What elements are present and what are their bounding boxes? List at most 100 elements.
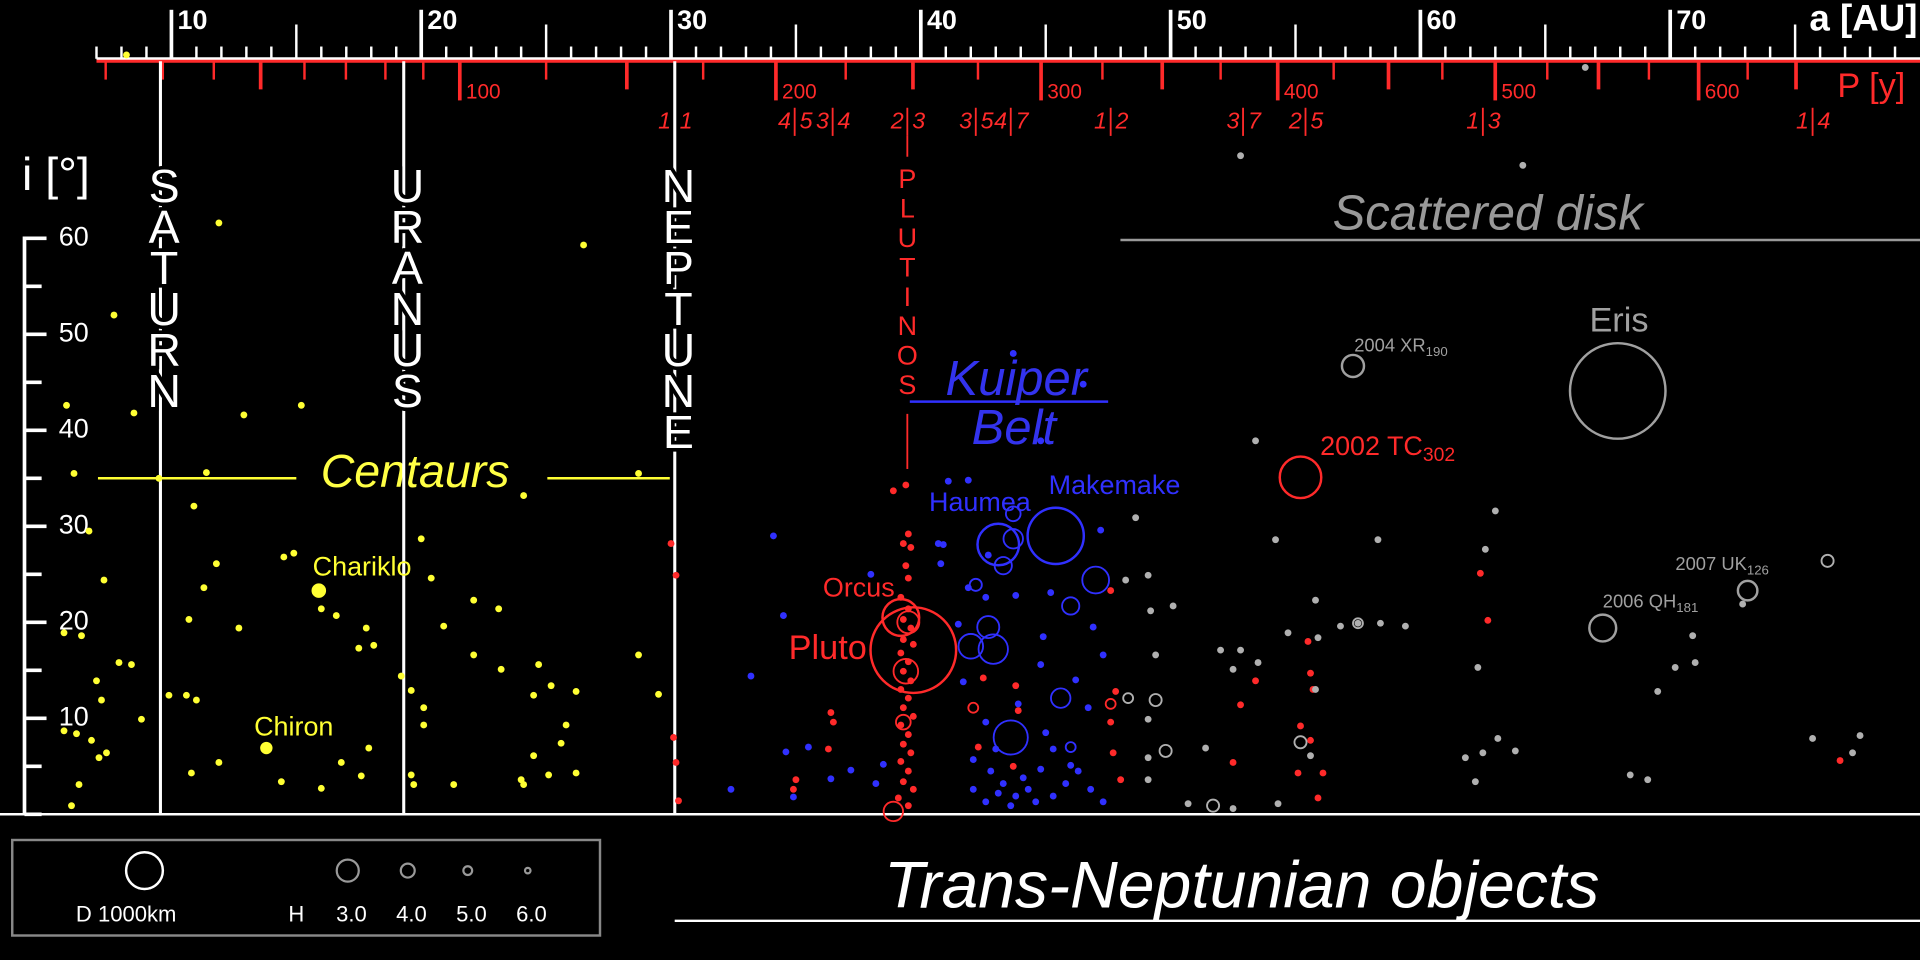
x-tick-label: 60: [1427, 5, 1457, 35]
y-tick-label: 50: [59, 317, 89, 347]
named-object: [976, 522, 1021, 567]
object-circle: [977, 633, 1009, 665]
object-dot: [332, 612, 340, 619]
object-dot: [1494, 735, 1502, 742]
object-dot: [530, 752, 538, 760]
scattered-label: Scattered disk: [1333, 187, 1646, 241]
resonance-numerator: 1: [1796, 108, 1809, 134]
object-dot: [904, 574, 912, 582]
object-dot: [1037, 765, 1045, 773]
object-dot: [155, 474, 163, 482]
object-dot: [994, 789, 1002, 797]
resonance-denominator: 5: [1310, 108, 1323, 134]
object-dot: [100, 576, 108, 584]
object-dot: [450, 781, 458, 788]
resonance-numerator: 3: [816, 108, 829, 134]
object-circle: [967, 701, 980, 714]
object-dot: [1479, 749, 1487, 757]
object-dot: [1112, 687, 1120, 695]
resonance-denominator: 4: [838, 108, 851, 134]
object-dot: [337, 759, 345, 766]
object-dot: [1037, 661, 1045, 668]
object-dot: [899, 778, 907, 786]
object-dot: [1237, 152, 1244, 160]
object-dot: [789, 793, 797, 801]
object-dot: [110, 311, 118, 319]
x-tick-label: 50: [1177, 5, 1207, 35]
object-dot: [672, 759, 680, 766]
object-dot: [562, 721, 570, 729]
object-dot: [1337, 622, 1344, 630]
object-dot: [675, 797, 682, 805]
object-dot: [60, 629, 68, 637]
object-dot: [635, 651, 642, 659]
object-dot: [969, 785, 977, 793]
object-dot: [1087, 785, 1095, 793]
object-dot: [1836, 757, 1844, 764]
legend-h-value: 3.0: [336, 902, 367, 927]
object-dot: [904, 767, 912, 775]
resonance-numerator: 3: [1226, 108, 1239, 134]
object-dot: [1152, 651, 1160, 659]
object-subscript: 181: [1676, 599, 1698, 614]
object-dot: [397, 672, 405, 680]
named-object: [881, 597, 921, 638]
object-name: 2006 QH: [1603, 590, 1676, 611]
legend-h-value: 4.0: [396, 902, 427, 927]
object-dot: [959, 678, 967, 686]
object-dot: [969, 756, 977, 763]
named-object: [1278, 455, 1323, 500]
object-dot: [93, 677, 100, 685]
object-dot: [1272, 536, 1279, 544]
object-dot: [1012, 792, 1020, 800]
object-dot: [520, 492, 528, 499]
y-axis-label: i [°]: [22, 148, 90, 200]
object-dot: [907, 749, 915, 757]
legend-box: [11, 838, 602, 937]
object-dot: [362, 624, 370, 632]
object-dot: [545, 771, 553, 779]
object-label: 2002 TC302: [1320, 431, 1455, 466]
object-dot: [572, 769, 580, 777]
object-dot: [182, 691, 190, 699]
named-object: [1340, 353, 1366, 379]
x-tick-label: 40: [927, 5, 957, 35]
object-dot: [1312, 596, 1319, 604]
object-circle: [882, 800, 904, 823]
object-dot: [1252, 677, 1259, 685]
named-object: [1736, 579, 1759, 602]
object-dot: [115, 659, 123, 667]
object-dot: [130, 409, 138, 417]
object-dot: [187, 769, 195, 777]
object-dot: [417, 535, 425, 543]
object-circle: [1820, 553, 1835, 568]
object-dot: [357, 772, 365, 780]
resonance-numerator: 1: [658, 108, 671, 134]
kuiper-label: Belt: [972, 401, 1059, 455]
object-dot: [1144, 754, 1152, 762]
object-label: 2007 UK126: [1675, 553, 1769, 577]
object-dot: [215, 219, 223, 227]
object-dot: [192, 696, 200, 704]
object-dot: [1856, 732, 1864, 739]
object-dot: [879, 760, 887, 768]
object-circle: [976, 615, 1001, 640]
object-dot: [1084, 704, 1092, 712]
object-dot: [1117, 776, 1125, 784]
object-dot: [747, 672, 755, 680]
object-dot: [872, 780, 880, 787]
object-dot: [98, 696, 105, 704]
object-circle: [1352, 617, 1364, 630]
centaurs-label: Centaurs: [321, 445, 510, 497]
object-name: Eris: [1589, 301, 1648, 339]
object-dot: [1229, 805, 1237, 812]
object-circle: [1104, 698, 1117, 710]
object-dot: [557, 739, 565, 747]
object-dot: [1089, 623, 1097, 631]
object-dot: [1654, 687, 1662, 695]
object-dot: [470, 651, 478, 659]
object-label: Chiron: [254, 712, 333, 742]
object-dot: [982, 718, 990, 726]
